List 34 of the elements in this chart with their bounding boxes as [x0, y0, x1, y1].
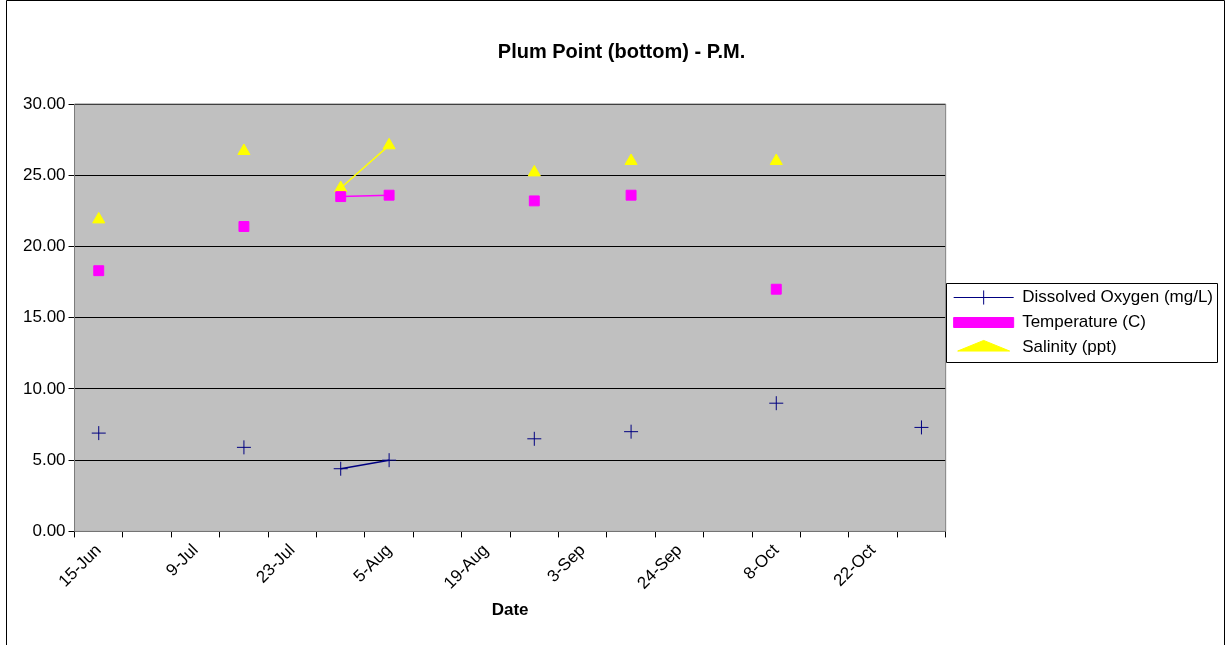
point: [913, 419, 929, 435]
point: [624, 153, 638, 165]
y-tick-label: 10.00: [22, 378, 66, 398]
chart-title: Plum Point (bottom) - P.M.: [497, 39, 746, 62]
y-tick-label: 15.00: [22, 307, 66, 327]
point: [91, 425, 107, 441]
point: [334, 180, 348, 193]
point: [335, 191, 347, 203]
x-axis-title: Date: [491, 600, 529, 620]
point: [237, 143, 251, 156]
point: [93, 265, 105, 277]
y-tick-label: 5.00: [32, 449, 66, 469]
point: [238, 221, 250, 232]
point: [333, 461, 349, 477]
point: [92, 211, 106, 224]
point: [381, 452, 397, 468]
point: [770, 283, 782, 295]
point: [236, 439, 252, 455]
legend-label: Dissolved Oxygen (mg/L): [1022, 287, 1213, 307]
y-tick-label: 30.00: [22, 93, 66, 113]
point: [768, 395, 784, 411]
y-tick-label: 0.00: [32, 521, 66, 541]
point: [382, 137, 396, 150]
point: [527, 164, 541, 177]
point: [623, 424, 639, 440]
legend-label: Salinity (ppt): [1022, 337, 1117, 357]
point: [526, 431, 542, 447]
point: [383, 189, 395, 201]
legend-label: Temperature (C): [1022, 312, 1146, 332]
point: [625, 189, 637, 201]
y-tick-label: 25.00: [22, 164, 66, 184]
point: [528, 195, 540, 207]
y-tick-label: 20.00: [22, 236, 66, 256]
point: [769, 153, 783, 165]
